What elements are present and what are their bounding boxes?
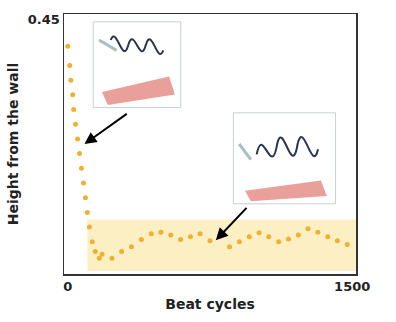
svg-text:Beat cycles: Beat cycles — [165, 296, 255, 312]
svg-text:1500: 1500 — [334, 279, 370, 294]
svg-text:0.45: 0.45 — [28, 12, 60, 27]
svg-text:0: 0 — [63, 279, 72, 294]
svg-text:Height from the wall: Height from the wall — [5, 63, 21, 226]
